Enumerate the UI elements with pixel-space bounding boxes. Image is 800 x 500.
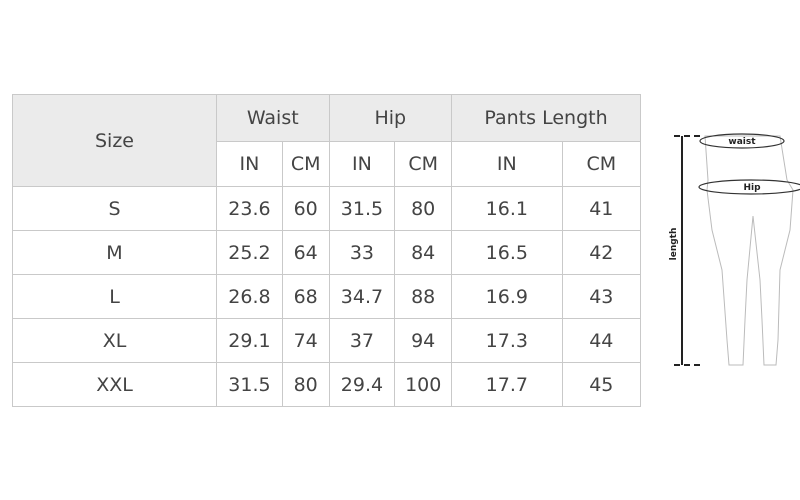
size-cell: S <box>12 186 217 231</box>
value-cell: 17.7 <box>451 362 563 407</box>
size-cell: XL <box>12 318 217 363</box>
waist-label: waist <box>728 137 756 147</box>
value-cell: 26.8 <box>216 274 283 319</box>
table-row: XL 29.1 74 37 94 17.3 44 <box>12 318 642 363</box>
value-cell: 37 <box>328 318 396 363</box>
hip-measure-ellipse <box>698 179 800 195</box>
size-cell: XXL <box>12 362 217 407</box>
length-label: length <box>669 228 679 261</box>
value-cell: 29.4 <box>328 362 396 407</box>
value-cell: 31.5 <box>328 186 396 231</box>
unit-header: IN <box>328 141 396 187</box>
value-cell: 42 <box>561 230 642 275</box>
table-row: XXL 31.5 80 29.4 100 17.7 45 <box>12 362 642 407</box>
value-cell: 88 <box>394 274 453 319</box>
leggings-measurement-diagram: waist Hip length <box>669 133 800 366</box>
value-cell: 23.6 <box>216 186 283 231</box>
value-cell: 94 <box>394 318 453 363</box>
value-cell: 68 <box>281 274 330 319</box>
value-cell: 33 <box>328 230 396 275</box>
value-cell: 45 <box>561 362 642 407</box>
hip-label: Hip <box>743 183 761 193</box>
table-row: M 25.2 64 33 84 16.5 42 <box>12 230 642 275</box>
value-cell: 17.3 <box>451 318 563 363</box>
size-cell: L <box>12 274 217 319</box>
value-cell: 16.1 <box>451 186 563 231</box>
size-header: Size <box>12 94 217 187</box>
value-cell: 74 <box>281 318 330 363</box>
waist-measure-ellipse <box>699 133 785 149</box>
value-cell: 16.5 <box>451 230 563 275</box>
unit-header: CM <box>281 141 330 187</box>
value-cell: 80 <box>394 186 453 231</box>
length-measure-line <box>674 135 702 366</box>
hip-header: Hip <box>328 94 453 142</box>
value-cell: 100 <box>394 362 453 407</box>
value-cell: 29.1 <box>216 318 283 363</box>
value-cell: 25.2 <box>216 230 283 275</box>
value-cell: 31.5 <box>216 362 283 407</box>
value-cell: 60 <box>281 186 330 231</box>
value-cell: 44 <box>561 318 642 363</box>
unit-header: CM <box>394 141 453 187</box>
value-cell: 84 <box>394 230 453 275</box>
value-cell: 43 <box>561 274 642 319</box>
value-cell: 64 <box>281 230 330 275</box>
size-chart-table: Size Waist Hip Pants Length IN CM IN CM … <box>12 94 642 407</box>
waist-header: Waist <box>216 94 330 142</box>
leggings-outline <box>704 135 794 366</box>
pants-length-header: Pants Length <box>451 94 641 142</box>
value-cell: 41 <box>561 186 642 231</box>
size-cell: M <box>12 230 217 275</box>
value-cell: 34.7 <box>328 274 396 319</box>
unit-header: IN <box>216 141 283 187</box>
value-cell: 80 <box>281 362 330 407</box>
value-cell: 16.9 <box>451 274 563 319</box>
unit-header: IN <box>451 141 563 187</box>
table-row: L 26.8 68 34.7 88 16.9 43 <box>12 274 642 319</box>
unit-header: CM <box>561 141 642 187</box>
table-row: S 23.6 60 31.5 80 16.1 41 <box>12 186 642 231</box>
